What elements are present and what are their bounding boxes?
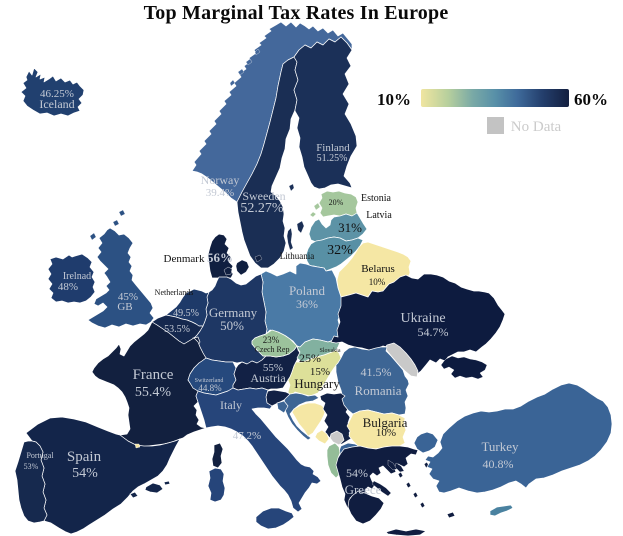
svg-text:Norway: Norway [201,173,240,187]
svg-text:Bulgaria: Bulgaria [363,415,408,430]
svg-text:36%: 36% [296,297,318,311]
svg-text:55%: 55% [263,362,283,374]
svg-text:10%: 10% [377,90,411,109]
svg-text:Hungary: Hungary [294,376,340,391]
svg-text:Greece: Greece [345,482,382,497]
svg-text:54%: 54% [72,466,98,481]
svg-text:31%: 31% [338,220,362,235]
svg-text:Switzerland: Switzerland [195,378,224,384]
svg-text:53.5%: 53.5% [164,324,190,335]
svg-text:Netherlands: Netherlands [155,288,194,297]
svg-text:Estonia: Estonia [361,193,392,204]
svg-text:51.25%: 51.25% [317,153,348,164]
svg-text:32%: 32% [327,243,353,258]
svg-text:54.7%: 54.7% [418,325,449,339]
svg-text:49.5%: 49.5% [173,308,199,319]
svg-text:Portugal: Portugal [26,451,54,460]
svg-text:56%: 56% [207,250,233,265]
svg-text:Finland: Finland [316,142,350,154]
svg-text:Top Marginal Tax Rates In Euro: Top Marginal Tax Rates In Europe [144,2,449,24]
svg-text:Italy: Italy [220,398,242,412]
svg-text:Irelnad: Irelnad [63,271,91,282]
svg-text:46.25%: 46.25% [40,88,74,100]
svg-text:Turkey: Turkey [481,439,519,454]
svg-text:Slovakia: Slovakia [320,348,341,354]
svg-text:Lithuania: Lithuania [280,251,315,261]
svg-text:Poland: Poland [289,283,326,298]
svg-text:10%: 10% [369,277,386,287]
svg-text:Latvia: Latvia [366,210,392,221]
svg-text:Spain: Spain [67,449,102,465]
svg-text:53%: 53% [24,462,39,471]
svg-text:Belarus: Belarus [361,263,395,275]
svg-text:15%: 15% [310,366,330,378]
svg-text:Czech Rep: Czech Rep [255,345,290,354]
svg-text:Germany: Germany [209,305,258,320]
svg-text:Sweeden: Sweeden [242,189,285,203]
svg-text:No Data: No Data [511,119,562,135]
svg-text:44.8%: 44.8% [198,383,222,393]
svg-text:39.4%: 39.4% [206,187,234,199]
svg-text:Denmark: Denmark [164,253,205,265]
svg-text:54%: 54% [346,466,368,480]
svg-text:48%: 48% [58,281,78,293]
svg-text:55.4%: 55.4% [135,385,172,400]
svg-text:23%: 23% [263,335,280,345]
svg-text:GB: GB [117,301,132,313]
svg-text:Austria: Austria [250,371,286,385]
svg-text:40.8%: 40.8% [483,457,514,471]
svg-text:10%: 10% [376,427,396,439]
svg-text:Romania: Romania [355,383,402,398]
svg-text:41.5%: 41.5% [361,365,392,379]
svg-text:25%: 25% [299,351,321,365]
svg-text:50%: 50% [220,318,244,333]
svg-text:52.27%: 52.27% [240,201,284,216]
svg-text:France: France [133,367,174,383]
svg-text:20%: 20% [329,198,344,207]
svg-text:60%: 60% [574,90,608,109]
svg-text:Ukraine: Ukraine [400,311,445,326]
svg-text:47.2%: 47.2% [233,430,261,442]
svg-text:45%: 45% [118,291,138,303]
svg-text:Iceland: Iceland [39,97,74,111]
